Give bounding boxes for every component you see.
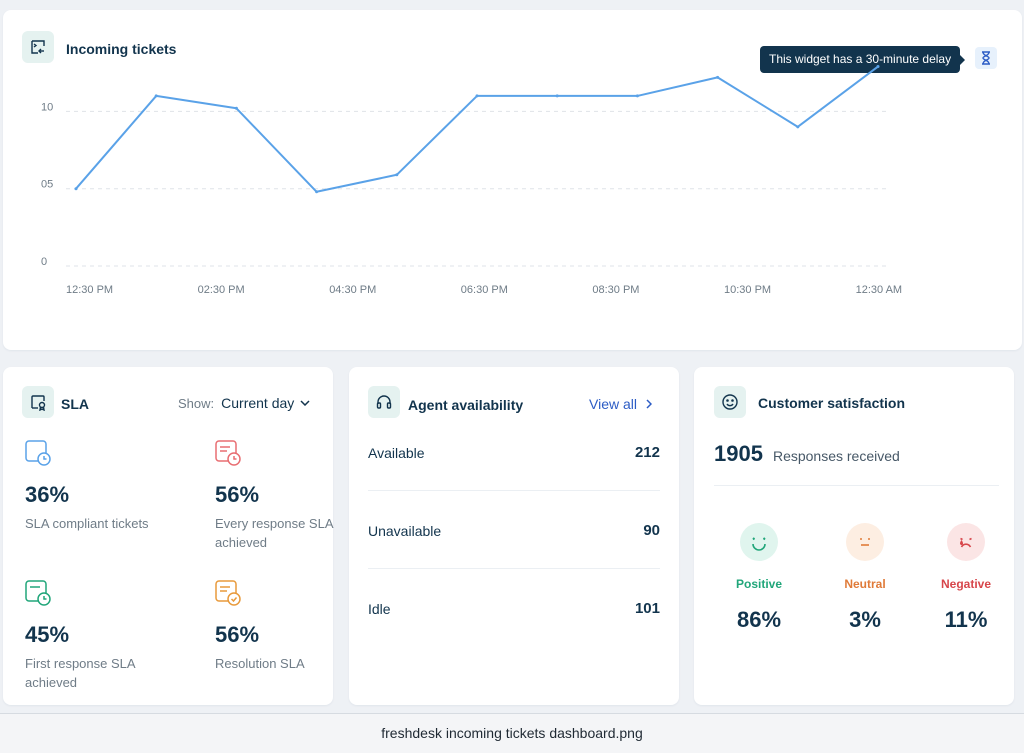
agent-availability-title: Agent availability	[408, 397, 524, 413]
data-point[interactable]	[315, 190, 319, 194]
sla-metric-label: SLA compliant tickets	[25, 516, 149, 531]
every-response-icon	[215, 440, 241, 466]
customer-satisfaction-widget: Customer satisfaction 1905 Responses rec…	[694, 367, 1014, 705]
y-tick-label: 05	[41, 179, 53, 191]
sla-metric-label: Resolution SLA	[215, 656, 305, 671]
data-point[interactable]	[876, 65, 880, 69]
sad-face-icon	[947, 523, 985, 561]
rating-percent: 3%	[849, 607, 881, 632]
incoming-tickets-chart: 0 05 10 12:30 PM 02:30 PM 04:30 PM 06:30 PM 08:…	[41, 65, 902, 296]
divider	[714, 485, 999, 486]
x-tick-label: 02:30 PM	[198, 284, 245, 296]
sla-compliant-icon	[25, 440, 51, 466]
responses-label: Responses received	[772, 448, 900, 464]
agent-status-label: Idle	[368, 601, 391, 617]
responses-summary: 1905 Responses received	[714, 441, 900, 467]
sla-metric-value: 56%	[215, 622, 260, 647]
x-tick-label: 06:30 PM	[461, 284, 508, 296]
incoming-tickets-widget: Incoming tickets This widget has a 30-mi…	[3, 10, 1022, 350]
agent-row-idle: Idle 101	[368, 569, 660, 647]
sla-badge-icon	[22, 386, 54, 418]
rating-label: Positive	[735, 577, 783, 591]
y-tick-label: 10	[41, 101, 53, 113]
chevron-down-icon	[300, 400, 310, 406]
smiley-icon	[714, 386, 746, 418]
rating-label: Neutral	[844, 577, 886, 591]
rating-positive: Positive 86%	[714, 523, 804, 633]
series-line	[75, 65, 879, 193]
first-response-icon	[25, 580, 51, 606]
agent-status-label: Unavailable	[368, 523, 442, 539]
sla-metric-label: First response SLA achieved	[25, 656, 135, 690]
hourglass-icon[interactable]	[975, 47, 997, 69]
chevron-right-icon	[646, 399, 652, 409]
x-tick-label: 12:30 AM	[856, 284, 902, 296]
data-point[interactable]	[74, 187, 78, 191]
agent-row-unavailable: Unavailable 90	[368, 491, 660, 569]
x-tick-label: 12:30 PM	[66, 284, 113, 296]
rating-negative: Negative 11%	[921, 523, 1011, 633]
agent-status-count: 212	[634, 444, 660, 461]
rating-percent: 86%	[736, 607, 782, 632]
neutral-face-icon	[846, 523, 884, 561]
x-tick-label: 10:30 PM	[724, 284, 771, 296]
sla-metric-value: 45%	[25, 622, 70, 647]
show-value: Current day	[221, 395, 295, 411]
customer-satisfaction-title: Customer satisfaction	[758, 395, 906, 411]
rating-percent: 11%	[944, 607, 988, 632]
agent-status-count: 90	[643, 522, 660, 539]
sla-widget: SLA Show: Current day 36% SLA compliant …	[3, 367, 333, 705]
x-tick-label: 08:30 PM	[592, 284, 639, 296]
data-point[interactable]	[395, 173, 399, 177]
ticket-icon	[22, 31, 54, 63]
incoming-tickets-title: Incoming tickets	[66, 41, 177, 57]
data-point[interactable]	[635, 94, 639, 98]
y-tick-label: 0	[41, 256, 47, 268]
sla-metric-value: 36%	[25, 482, 70, 507]
agent-status-label: Available	[368, 445, 425, 461]
show-label: Show:	[178, 395, 215, 411]
data-point[interactable]	[716, 75, 720, 79]
show-dropdown[interactable]: Show: Current day	[178, 395, 310, 411]
data-point[interactable]	[475, 94, 479, 98]
agent-availability-widget: Agent availability View all Available 21…	[349, 367, 679, 705]
view-all-link[interactable]: View all	[589, 396, 652, 412]
headset-icon	[368, 386, 400, 418]
view-all-label: View all	[589, 396, 637, 412]
sla-metric-label: Every response SLA achieved	[215, 516, 333, 550]
image-caption: freshdesk incoming tickets dashboard.png	[0, 713, 1024, 753]
data-point[interactable]	[796, 125, 800, 129]
data-point[interactable]	[154, 94, 158, 98]
x-tick-label: 04:30 PM	[329, 284, 376, 296]
data-point[interactable]	[555, 94, 559, 98]
happy-face-icon	[740, 523, 778, 561]
data-point[interactable]	[234, 106, 238, 110]
sla-title: SLA	[61, 396, 89, 412]
rating-label: Negative	[940, 577, 992, 591]
delay-tooltip: This widget has a 30-minute delay	[760, 46, 966, 73]
responses-count: 1905	[714, 441, 763, 466]
resolution-icon	[215, 580, 241, 606]
agent-row-available: Available 212	[368, 413, 660, 491]
sla-metric-value: 56%	[215, 482, 260, 507]
rating-neutral: Neutral 3%	[820, 523, 910, 633]
agent-status-count: 101	[634, 600, 660, 617]
